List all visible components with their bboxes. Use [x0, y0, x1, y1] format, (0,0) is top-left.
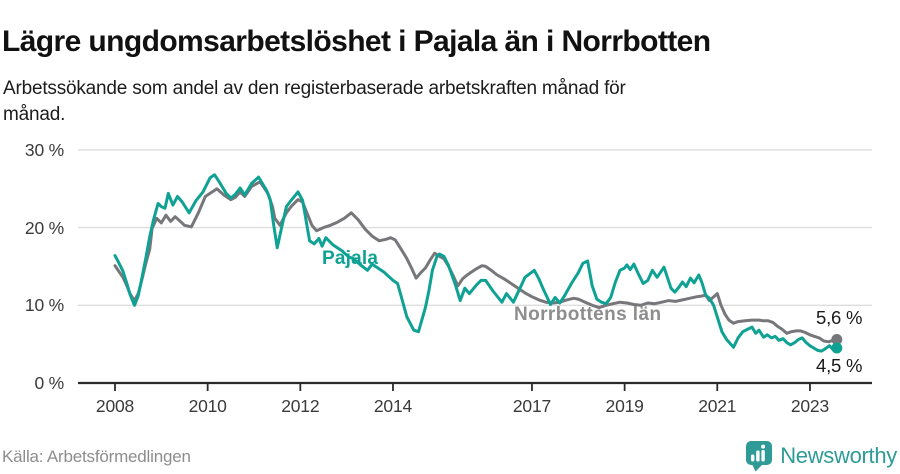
- newsworthy-wordmark: Newsworthy: [780, 443, 897, 468]
- end-value-pajala: 4,5 %: [816, 355, 863, 376]
- y-tick-label: 20 %: [24, 217, 64, 238]
- source-note: Källa: Arbetsförmedlingen: [2, 447, 191, 466]
- series-label-pajala: Pajala: [322, 248, 379, 269]
- newsworthy-logo[interactable]: Newsworthy: [745, 440, 897, 472]
- x-tick-label: 2014: [373, 396, 413, 416]
- bar-chart-speech-bubble-icon: [746, 441, 773, 472]
- y-tick-label: 0 %: [34, 373, 64, 393]
- x-tick-label: 2023: [790, 396, 829, 416]
- x-tick-label: 2019: [605, 396, 644, 416]
- x-tick-label: 2012: [281, 396, 320, 416]
- y-tick-label: 10 %: [24, 295, 64, 316]
- chart-subtitle: Arbetssökande som andel av den registerb…: [3, 78, 626, 125]
- norrbotten-end-dot: [831, 333, 843, 345]
- series-label-norrbotten: Norrbottens län: [514, 304, 662, 325]
- norrbotten-line: [113, 180, 839, 344]
- x-tick-label: 2010: [188, 396, 227, 416]
- x-tick-label: 2008: [95, 396, 135, 416]
- chart-title: Lägre ungdomsarbetslöshet i Pajala än i …: [2, 25, 711, 59]
- x-tick-label: 2017: [512, 396, 552, 416]
- x-tick-label: 2021: [698, 396, 737, 416]
- pajala-end-dot: [831, 342, 843, 354]
- y-tick-label: 30 %: [24, 139, 64, 160]
- end-value-norrbotten: 5,6 %: [816, 307, 863, 328]
- pajala-line: [113, 173, 839, 353]
